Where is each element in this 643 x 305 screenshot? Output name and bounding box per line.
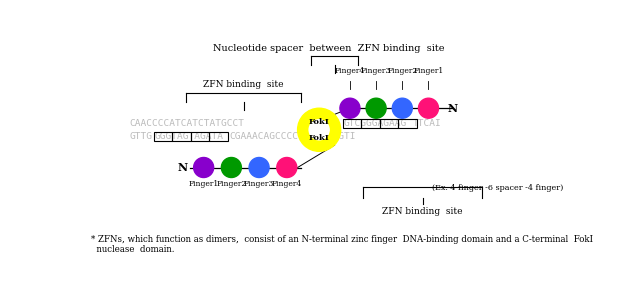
Text: Finger4: Finger4	[272, 180, 302, 188]
Text: GTCGGGAGAAG: GTCGGGAGAAG	[344, 119, 407, 128]
Text: FokI: FokI	[309, 118, 329, 126]
Text: TTCAI: TTCAI	[412, 119, 441, 128]
Circle shape	[419, 98, 439, 118]
Text: Finger4: Finger4	[335, 67, 365, 75]
Text: Nucleotide spacer  between  ZFN binding  site: Nucleotide spacer between ZFN binding si…	[213, 44, 445, 53]
Circle shape	[340, 98, 360, 118]
Circle shape	[298, 108, 341, 151]
Text: GGGTAGTAGATA: GGGTAGTAGATA	[154, 132, 223, 141]
Circle shape	[194, 157, 213, 178]
Circle shape	[249, 157, 269, 178]
Text: N: N	[177, 162, 188, 173]
Text: CGAAACAGCCCCTCTTCAAGTI: CGAAACAGCCCCTCTTCAAGTI	[229, 132, 356, 141]
Circle shape	[392, 98, 412, 118]
Text: * ZFNs, which function as dimers,  consist of an N-terminal zinc finger  DNA-bin: * ZFNs, which function as dimers, consis…	[91, 235, 593, 244]
Text: CAACCCCATCATCTATGCCT: CAACCCCATCATCTATGCCT	[130, 119, 245, 128]
Text: Finger1: Finger1	[188, 180, 219, 188]
Circle shape	[276, 157, 297, 178]
Text: Finger3: Finger3	[244, 180, 275, 188]
Text: N: N	[448, 103, 458, 114]
Circle shape	[309, 120, 329, 140]
Text: Finger2: Finger2	[216, 180, 246, 188]
Text: GTTG: GTTG	[130, 132, 153, 141]
Text: Finger3: Finger3	[361, 67, 392, 75]
Text: Finger2: Finger2	[387, 67, 417, 75]
Text: ZFN binding  site: ZFN binding site	[383, 207, 463, 216]
Text: ZFN binding  site: ZFN binding site	[203, 80, 284, 89]
Text: (Ex. 4 finger -6 spacer -4 finger): (Ex. 4 finger -6 spacer -4 finger)	[432, 184, 563, 192]
Circle shape	[221, 157, 241, 178]
Circle shape	[366, 98, 386, 118]
Text: Finger1: Finger1	[413, 67, 444, 75]
Text: nuclease  domain.: nuclease domain.	[91, 245, 175, 253]
Text: FokI: FokI	[309, 134, 329, 142]
